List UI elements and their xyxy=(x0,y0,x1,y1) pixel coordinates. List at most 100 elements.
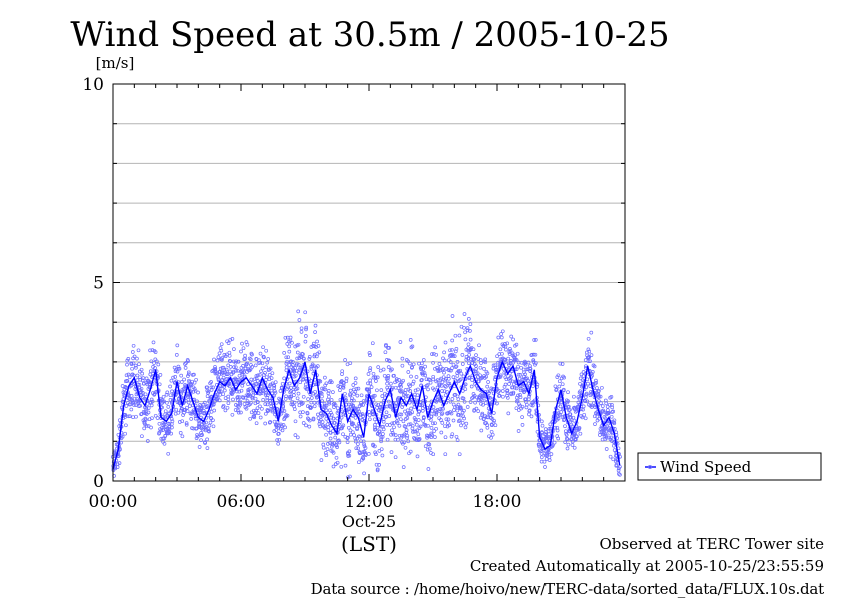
data-point xyxy=(473,369,478,374)
data-point xyxy=(274,400,279,405)
data-point xyxy=(553,384,558,389)
data-point xyxy=(206,391,210,395)
data-point xyxy=(307,355,312,359)
data-point xyxy=(212,357,216,362)
data-point xyxy=(296,391,301,396)
data-point xyxy=(442,389,447,394)
data-point xyxy=(274,428,279,432)
data-point xyxy=(393,433,398,437)
data-point xyxy=(312,404,317,409)
data-point xyxy=(354,386,359,391)
data-point xyxy=(128,414,132,419)
data-point xyxy=(415,393,420,398)
data-point xyxy=(284,361,289,366)
data-point xyxy=(273,390,278,395)
data-point xyxy=(335,460,340,465)
data-point xyxy=(241,396,246,400)
data-point xyxy=(295,350,300,355)
data-point xyxy=(421,367,426,371)
data-point xyxy=(261,398,266,402)
data-point xyxy=(276,425,281,430)
data-point xyxy=(495,354,499,359)
data-point xyxy=(199,431,203,435)
data-point xyxy=(378,368,383,373)
data-point xyxy=(171,375,175,380)
data-point xyxy=(195,432,199,437)
data-point xyxy=(609,414,614,419)
data-point xyxy=(516,429,521,433)
data-point xyxy=(327,400,331,404)
data-point xyxy=(319,458,324,462)
data-point xyxy=(417,361,421,366)
data-point xyxy=(135,356,139,361)
data-point xyxy=(265,402,270,407)
data-point xyxy=(428,380,433,385)
data-point xyxy=(370,410,375,414)
data-point xyxy=(333,435,338,440)
data-point xyxy=(203,441,207,445)
data-point xyxy=(288,396,293,401)
sample-points xyxy=(110,309,622,480)
data-point xyxy=(398,340,403,344)
data-point xyxy=(440,411,445,416)
data-point xyxy=(192,380,197,385)
data-point xyxy=(315,339,319,344)
data-point xyxy=(256,411,261,415)
data-point xyxy=(604,434,609,438)
data-point xyxy=(164,392,169,397)
data-point xyxy=(461,396,466,401)
data-point xyxy=(186,372,191,377)
data-point xyxy=(607,402,612,407)
data-point xyxy=(611,409,616,414)
data-point xyxy=(487,389,492,394)
data-point xyxy=(281,405,285,410)
data-point xyxy=(320,420,325,424)
data-point xyxy=(409,345,414,350)
data-point xyxy=(520,423,525,427)
data-point xyxy=(186,400,191,405)
data-point xyxy=(435,398,440,402)
data-point xyxy=(381,419,386,424)
data-point xyxy=(367,387,372,392)
data-point xyxy=(236,408,240,413)
data-point xyxy=(422,371,427,375)
data-point xyxy=(186,370,191,375)
data-point xyxy=(154,359,159,364)
data-point xyxy=(213,365,217,369)
data-point xyxy=(170,419,175,424)
data-point xyxy=(473,400,477,405)
data-point xyxy=(284,365,289,370)
data-point xyxy=(180,419,185,424)
data-point xyxy=(209,380,213,384)
data-point xyxy=(375,467,380,472)
data-point xyxy=(565,437,570,442)
data-point xyxy=(317,350,322,355)
data-point xyxy=(392,373,396,378)
data-point xyxy=(291,390,296,394)
data-point xyxy=(362,442,366,447)
data-point xyxy=(292,369,297,374)
data-point xyxy=(405,416,410,420)
data-point xyxy=(273,380,278,385)
data-point xyxy=(353,381,358,385)
data-point xyxy=(444,417,449,422)
data-point xyxy=(260,406,264,411)
data-point xyxy=(356,442,360,446)
data-point xyxy=(387,359,392,364)
data-point xyxy=(441,406,445,411)
data-point xyxy=(167,411,171,416)
data-point xyxy=(232,347,236,351)
data-point xyxy=(219,348,224,353)
data-point xyxy=(353,415,358,420)
data-point xyxy=(431,421,435,426)
data-point xyxy=(120,434,125,439)
data-point xyxy=(381,367,386,372)
data-point xyxy=(450,338,455,343)
data-point xyxy=(298,366,303,370)
data-point xyxy=(304,423,308,428)
data-point xyxy=(352,424,357,429)
data-point xyxy=(381,417,386,422)
data-point xyxy=(402,424,407,428)
data-point xyxy=(288,360,293,364)
data-point xyxy=(445,389,449,394)
